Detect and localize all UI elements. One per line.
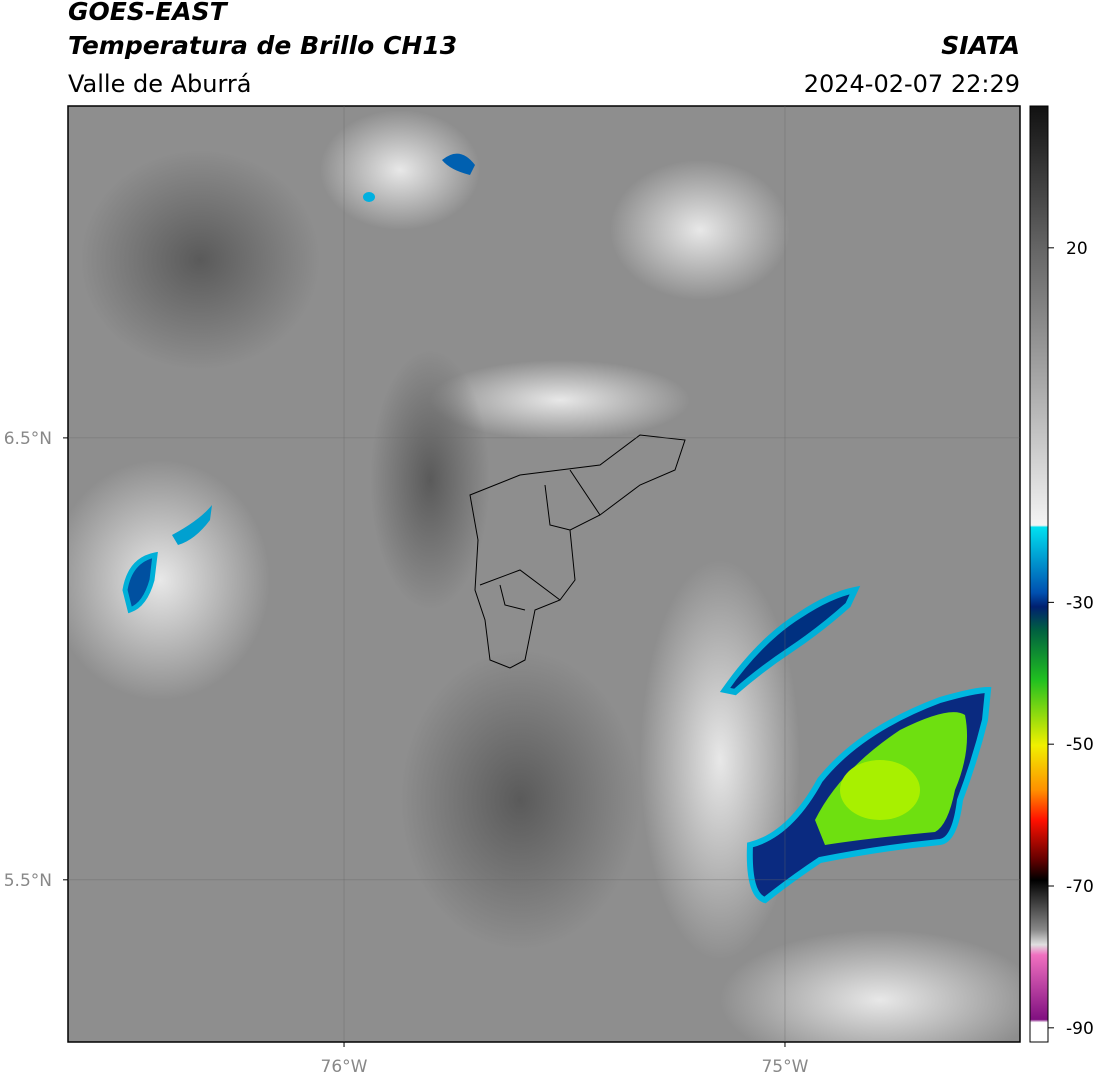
lat-tick-label: 6.5°N (4, 429, 52, 449)
colorbar-tick-label: -70 (1066, 877, 1094, 897)
map-frame (67, 105, 1021, 1043)
satellite-image (68, 106, 1020, 1042)
colorbar-tick-label: -90 (1066, 1019, 1094, 1039)
title: GOES-EAST (68, 0, 229, 26)
lat-tick-label: 5.5°N (4, 871, 52, 891)
lon-tick-label: 75°W (761, 1057, 808, 1077)
region: Valle de Aburrá (68, 70, 252, 98)
product: Temperatura de Brillo CH13 (68, 31, 457, 60)
colorbar-tick-label: 20 (1066, 239, 1088, 259)
source: SIATA (941, 31, 1020, 60)
lon-tick-label: 76°W (321, 1057, 368, 1077)
colorbar (1029, 105, 1049, 1043)
datetime: 2024-02-07 22:29 (804, 70, 1020, 98)
colorbar-tick-label: -30 (1066, 593, 1094, 613)
colorbar-tick-label: -50 (1066, 735, 1094, 755)
